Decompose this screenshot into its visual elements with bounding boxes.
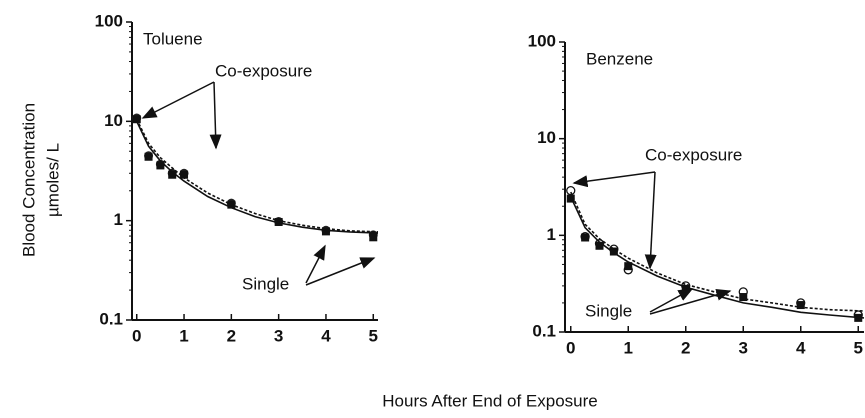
x-tick-label: 5 <box>369 326 378 345</box>
x-axis-label: Hours After End of Exposure <box>382 391 597 410</box>
x-tick-label: 4 <box>321 326 331 345</box>
y-tick-label: 10 <box>537 128 556 147</box>
panel-title: Benzene <box>586 49 653 68</box>
data-point <box>609 247 618 256</box>
y-tick-label: 1 <box>547 225 556 244</box>
panel-title: Toluene <box>143 29 203 48</box>
data-point <box>681 284 690 293</box>
data-point <box>595 241 604 250</box>
data-point <box>180 170 189 179</box>
fit-line <box>570 191 865 312</box>
x-tick-label: 5 <box>854 338 863 357</box>
x-tick-label: 3 <box>274 326 283 345</box>
x-tick-label: 3 <box>739 338 748 357</box>
data-point <box>168 170 177 179</box>
annotation: Co-exposure <box>215 61 312 80</box>
data-point <box>739 293 748 302</box>
data-point <box>144 152 153 161</box>
y-axis-label: Blood Concentration <box>19 103 38 257</box>
data-point <box>624 262 633 271</box>
y-tick-label: 100 <box>528 31 556 50</box>
y-tick-label: 0.1 <box>99 309 123 328</box>
data-point <box>274 217 283 226</box>
y-tick-label: 0.1 <box>532 321 556 340</box>
x-tick-label: 2 <box>227 326 236 345</box>
data-point <box>369 233 378 242</box>
y-tick-label: 10 <box>104 111 123 130</box>
x-tick-label: 1 <box>179 326 188 345</box>
data-point <box>581 233 590 242</box>
data-point <box>321 227 330 236</box>
annotation: Single <box>585 301 632 320</box>
x-tick-label: 4 <box>796 338 806 357</box>
annotation: Single <box>242 274 289 293</box>
annotation: Co-exposure <box>645 145 742 164</box>
fit-line <box>135 118 379 233</box>
y-tick-label: 100 <box>95 11 123 30</box>
y-axis-label: µmoles/ L <box>43 143 62 217</box>
x-tick-label: 1 <box>624 338 633 357</box>
y-tick-label: 1 <box>114 210 123 229</box>
x-tick-label: 0 <box>566 338 575 357</box>
data-point <box>796 301 805 310</box>
x-tick-label: 2 <box>681 338 690 357</box>
data-point <box>156 161 165 170</box>
fit-line <box>570 196 865 319</box>
arrows <box>141 81 732 315</box>
fit-line <box>135 120 379 234</box>
x-tick-label: 0 <box>132 326 141 345</box>
